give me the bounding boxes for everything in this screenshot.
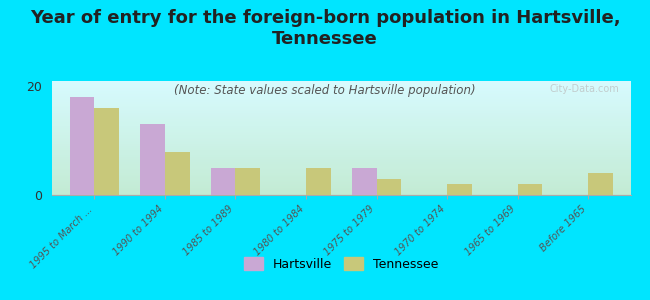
Bar xyxy=(588,173,613,195)
Text: Year of entry for the foreign-born population in Hartsville,
Tennessee: Year of entry for the foreign-born popul… xyxy=(30,9,620,48)
Bar xyxy=(211,168,235,195)
Bar xyxy=(517,184,542,195)
Bar xyxy=(94,108,119,195)
Text: City-Data.com: City-Data.com xyxy=(549,84,619,94)
Bar xyxy=(376,179,401,195)
Bar xyxy=(447,184,472,195)
Legend: Hartsville, Tennessee: Hartsville, Tennessee xyxy=(244,257,439,271)
Bar xyxy=(165,152,190,195)
Bar xyxy=(70,97,94,195)
Bar xyxy=(140,124,165,195)
Bar xyxy=(306,168,331,195)
Text: (Note: State values scaled to Hartsville population): (Note: State values scaled to Hartsville… xyxy=(174,84,476,97)
Bar xyxy=(352,168,376,195)
Bar xyxy=(235,168,260,195)
